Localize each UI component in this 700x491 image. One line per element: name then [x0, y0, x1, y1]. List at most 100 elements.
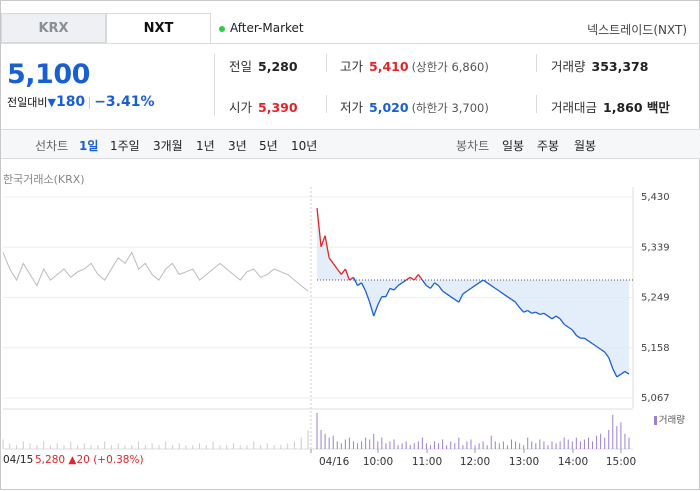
change-percent: −3.41%: [94, 94, 155, 110]
price-segment: [539, 312, 545, 316]
price-segment: [434, 282, 439, 287]
price-segment: [446, 293, 452, 298]
price-segment: [462, 290, 468, 295]
price-segment: [503, 293, 508, 298]
price-segment: [389, 287, 395, 291]
price-change: 전일대비▼180 −3.41%: [7, 94, 155, 110]
price-segment: [559, 318, 565, 325]
y-tick-label: 5,067: [641, 393, 670, 404]
price-segment: [360, 282, 367, 292]
y-tick-label: 5,249: [641, 293, 670, 304]
price-segment: [604, 351, 610, 358]
divider: [536, 95, 537, 113]
price-segment: [413, 274, 419, 281]
price-segment: [466, 287, 472, 292]
price-segment: [417, 274, 423, 281]
chart-toolbar: 선차트 1일 1주일 3개월 1년 3년 5년 10년 봉차트 일봉 주봉 월봉: [1, 129, 700, 159]
stat-prev-close: 전일 5,280: [229, 59, 298, 74]
x-tick-label: 13:00: [509, 456, 539, 468]
price-segment: [571, 329, 577, 336]
below-ref-fill: [317, 208, 629, 377]
price-segment: [486, 282, 492, 287]
price-segment: [426, 285, 431, 289]
current-price: 5,100: [7, 59, 90, 90]
price-segment: [515, 301, 521, 309]
price-segment: [543, 312, 549, 317]
data-source: 한국거래소(KRX): [3, 173, 85, 186]
price-segment: [555, 315, 561, 320]
price-segment: [478, 279, 484, 284]
session-status: After-Market: [219, 21, 304, 35]
price-segment: [352, 277, 359, 286]
price-segment: [567, 326, 573, 331]
footer-prev-quote: 5,280 ▲20 (+0.38%): [35, 454, 144, 466]
change-amount: 180: [55, 94, 86, 110]
price-segment: [442, 290, 448, 295]
price-segment: [377, 296, 383, 306]
price-segment: [620, 370, 626, 375]
price-segment: [385, 288, 391, 297]
price-segment: [494, 287, 500, 292]
tab-nxt[interactable]: NXT: [106, 13, 211, 43]
price-segment: [527, 309, 533, 314]
volume-swatch-icon: [653, 416, 657, 425]
price-segment: [365, 290, 371, 303]
price-segment: [357, 282, 362, 287]
candle-monthly[interactable]: 월봉: [574, 139, 597, 153]
prev-day-line: [2, 251, 309, 292]
period-1d[interactable]: 1일: [79, 139, 99, 153]
price-segment: [523, 309, 528, 313]
price-segment: [320, 235, 326, 248]
price-segment: [535, 311, 541, 315]
x-tick-label: 15:00: [606, 456, 636, 468]
price-segment: [490, 285, 496, 289]
x-tick-label: 10:00: [363, 456, 393, 468]
price-segment: [458, 293, 464, 303]
period-1y[interactable]: 1년: [196, 139, 215, 153]
price-segment: [584, 337, 589, 342]
divider: [214, 54, 215, 116]
period-5y[interactable]: 5년: [259, 139, 278, 153]
price-segment: [405, 276, 411, 281]
price-segment: [409, 276, 415, 281]
period-3y[interactable]: 3년: [228, 139, 247, 153]
divider: [326, 54, 327, 72]
price-segment: [397, 282, 403, 287]
exchange-name: 넥스트레이드(NXT): [587, 23, 687, 37]
stat-trade-value: 거래대금 1,860 백만: [551, 100, 670, 115]
period-1w[interactable]: 1주일: [110, 139, 140, 153]
price-segment: [340, 268, 346, 275]
line-chart-label: 선차트: [35, 139, 69, 153]
price-segment: [470, 285, 476, 289]
price-segment: [547, 315, 553, 320]
x-tick-label: 14:00: [558, 456, 588, 468]
price-segment: [511, 298, 516, 303]
period-10y[interactable]: 10년: [291, 139, 318, 153]
price-segment: [316, 208, 322, 247]
candle-daily[interactable]: 일봉: [502, 139, 525, 153]
footer-date-prev: 04/15: [3, 454, 34, 466]
price-segment: [596, 345, 602, 350]
divider: [326, 95, 327, 113]
period-3m[interactable]: 3개월: [153, 139, 183, 153]
price-segment: [328, 257, 334, 264]
volume-legend: 거래량: [653, 412, 685, 426]
price-segment: [349, 276, 354, 281]
price-segment: [373, 304, 379, 317]
tab-krx[interactable]: KRX: [1, 13, 106, 43]
stat-volume: 거래량 353,378: [551, 59, 649, 74]
y-tick-label: 5,339: [641, 242, 670, 253]
price-segment: [608, 357, 614, 369]
candle-weekly[interactable]: 주봉: [537, 139, 560, 153]
price-segment: [616, 373, 622, 378]
price-segment: [429, 282, 436, 289]
price-segment: [438, 285, 444, 292]
price-segment: [324, 235, 330, 259]
divider: [536, 54, 537, 72]
price-segment: [624, 370, 630, 375]
price-segment: [498, 290, 504, 295]
x-tick-label: 11:00: [412, 456, 442, 468]
price-segment: [507, 296, 512, 300]
